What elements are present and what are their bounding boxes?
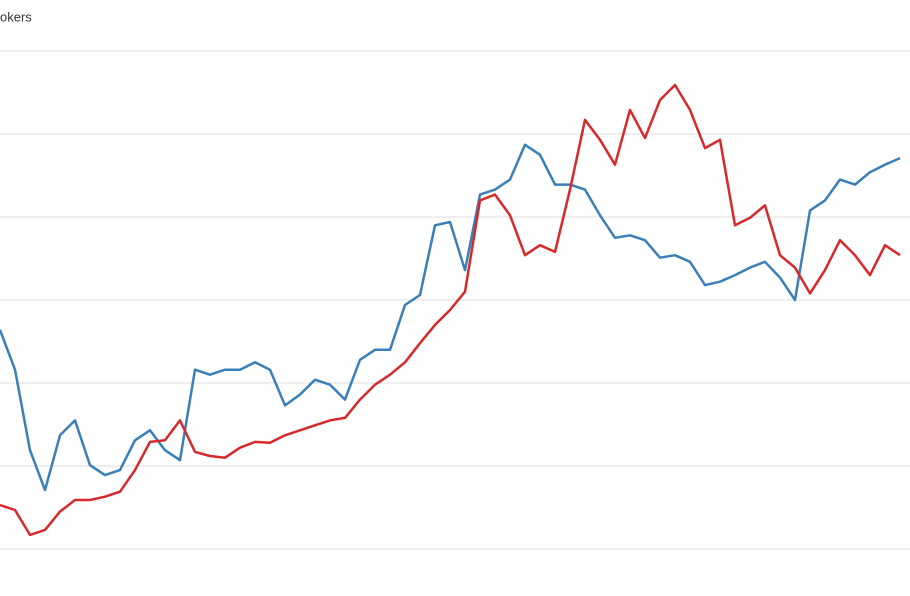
chart-title: okers [0,9,32,24]
data-line [0,83,901,537]
data-line [0,143,901,492]
